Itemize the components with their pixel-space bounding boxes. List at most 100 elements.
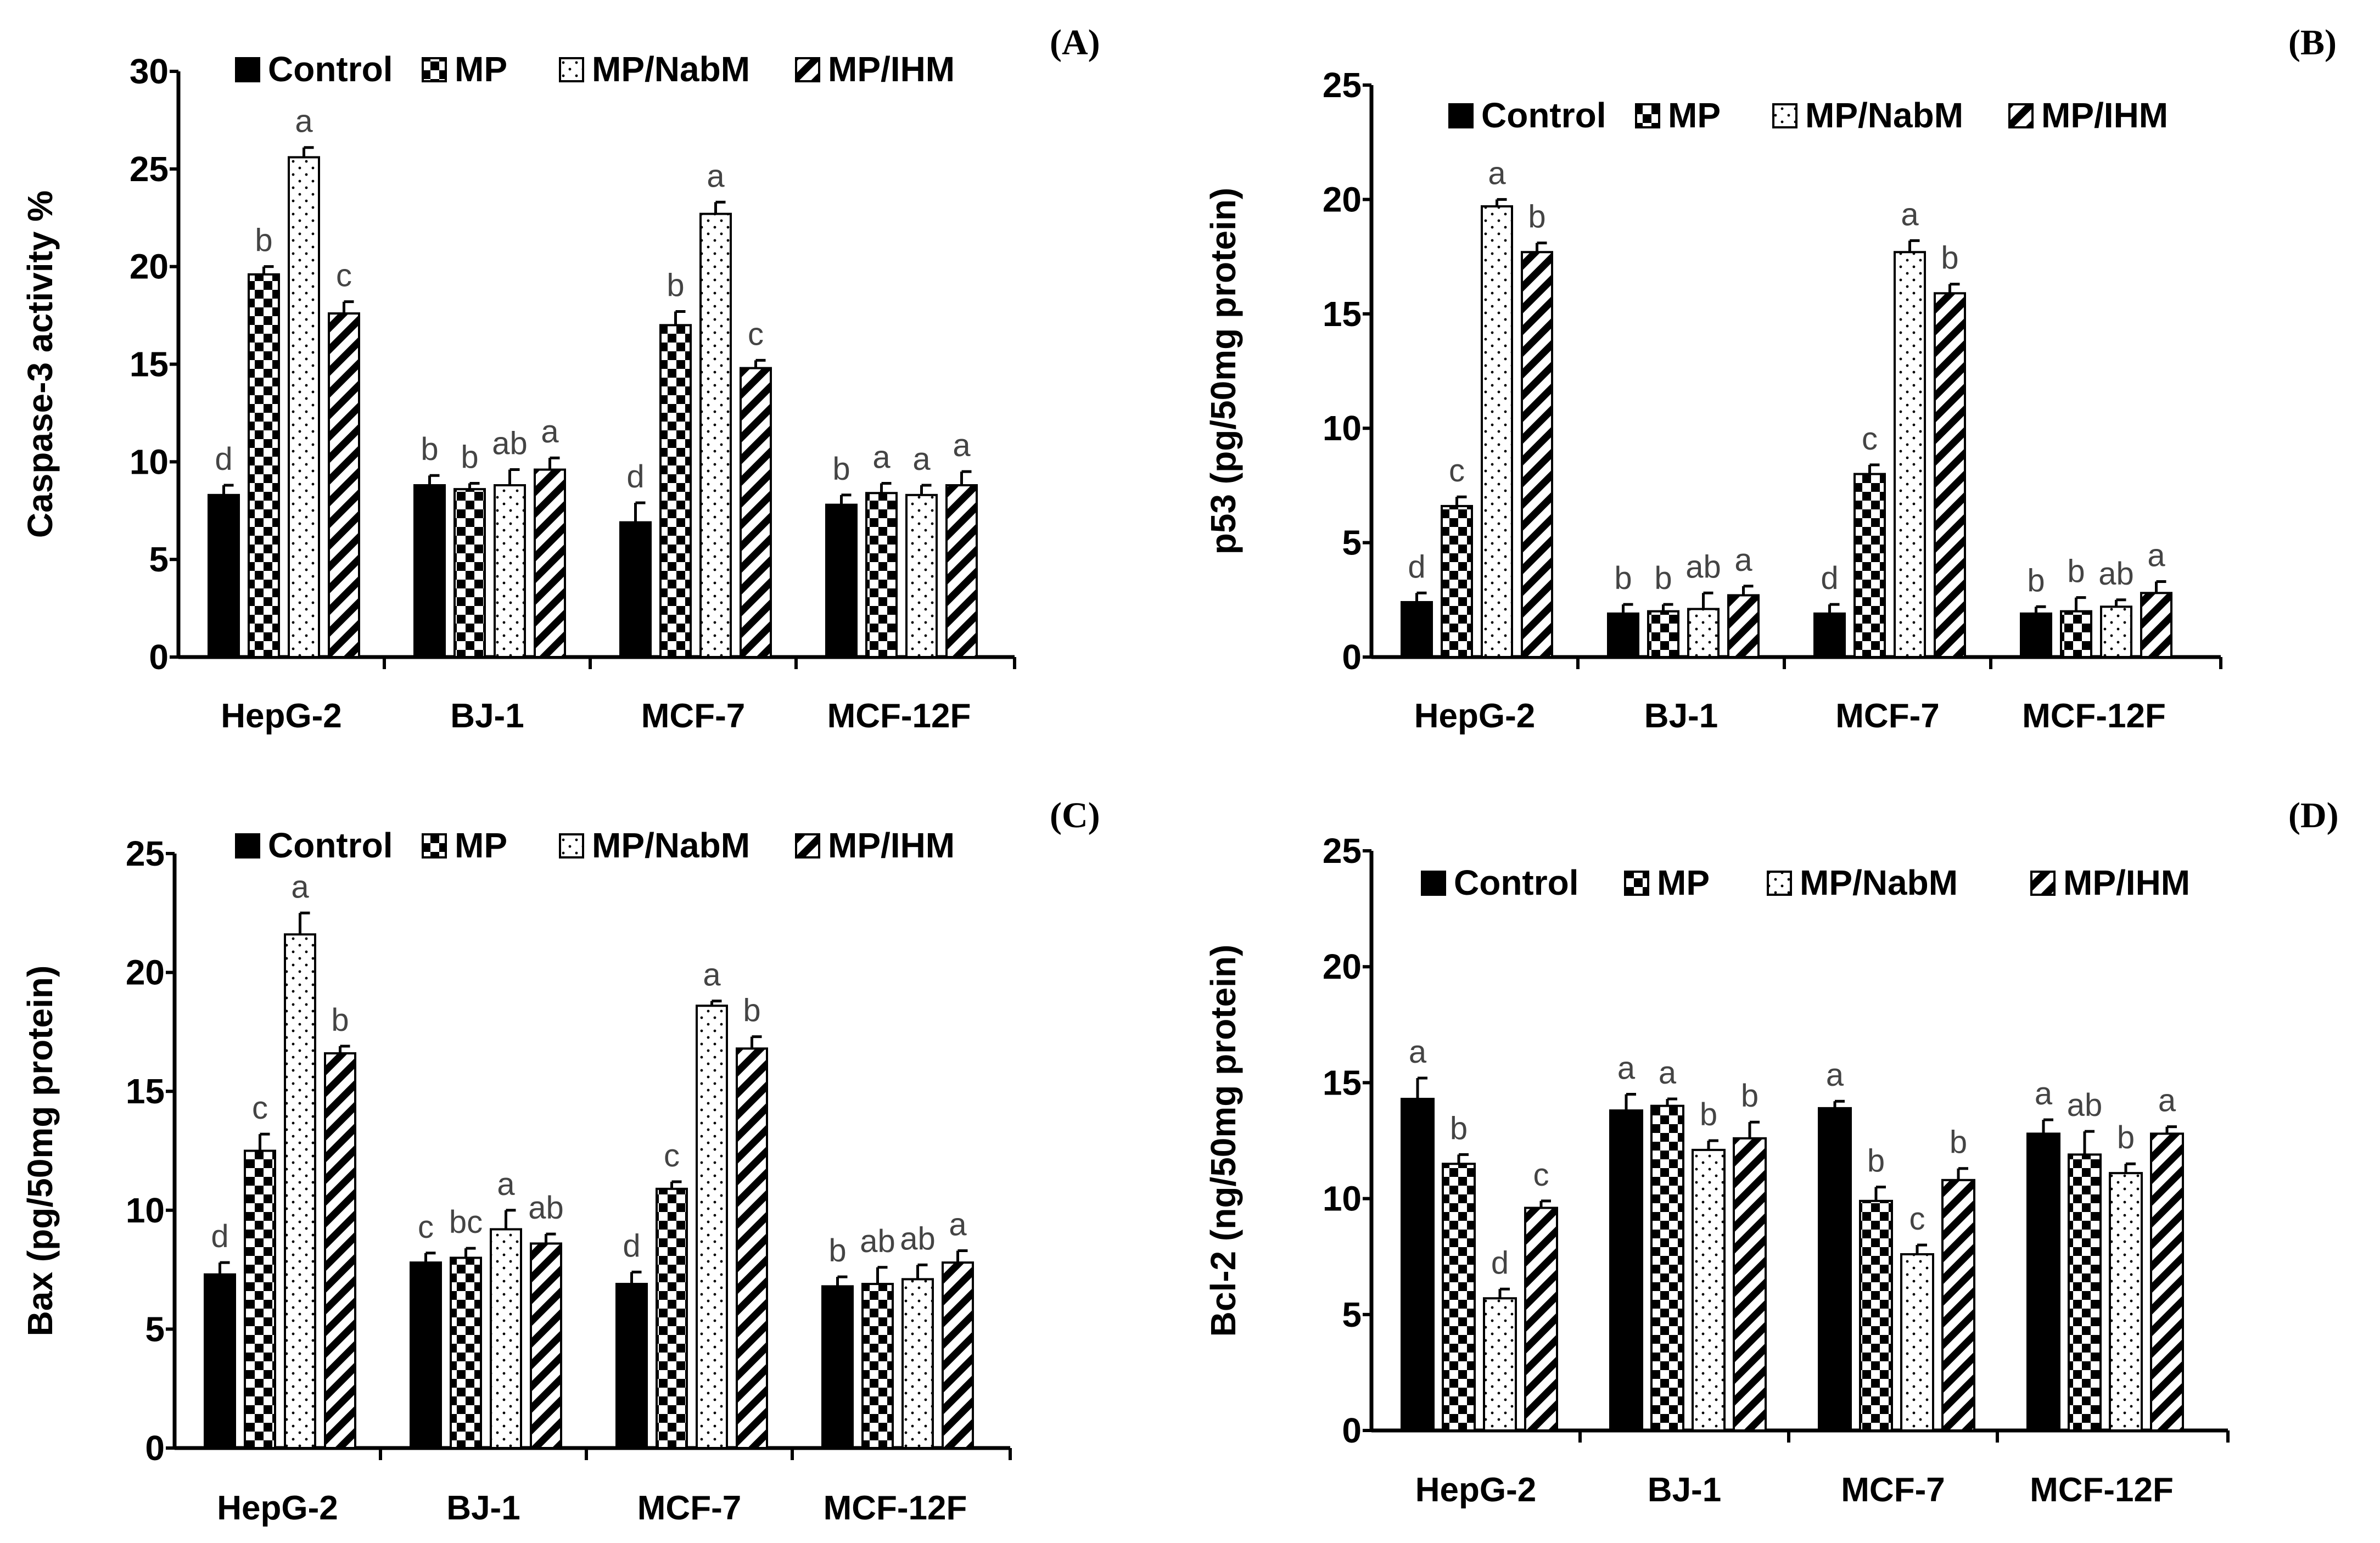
bar-control: [1813, 612, 1846, 658]
bar-mp: [1650, 1104, 1684, 1432]
bar-mp-nabm: [288, 156, 320, 658]
y-tick-label: 5: [1342, 523, 1362, 563]
bar-mp-nabm: [1483, 1297, 1517, 1432]
significance-letter: a: [872, 439, 891, 475]
legend-label: MP: [1657, 863, 1710, 902]
y-tick-label: 25: [1323, 65, 1362, 105]
bar-mp-nabm: [2109, 1172, 2143, 1432]
y-tick-label: 30: [130, 52, 169, 91]
significance-letter: d: [1408, 549, 1425, 585]
x-tick-label: MCF-7: [1835, 697, 1939, 735]
significance-letter: a: [703, 957, 721, 993]
significance-letter: ab: [2098, 556, 2134, 592]
legend-label: MP: [455, 49, 507, 89]
legend-swatch: [559, 57, 584, 82]
y-tick-label: 25: [126, 834, 165, 873]
significance-letter: c: [1909, 1201, 1925, 1237]
legend-label: Control: [1481, 96, 1606, 135]
y-axis-title: p53 (pg/50mg protein): [1203, 188, 1243, 555]
y-tick-label: 10: [1323, 1179, 1362, 1219]
bar-mp-nabm: [1687, 608, 1720, 659]
y-tick-label: 20: [126, 953, 165, 992]
y-tick-label: 15: [1323, 294, 1362, 334]
x-tick-label: MCF-7: [641, 697, 745, 735]
y-tick-label: 5: [1342, 1295, 1362, 1334]
legend-label: MP/NabM: [592, 49, 750, 89]
y-tick-label: 10: [130, 442, 169, 481]
bar-mp: [450, 1256, 482, 1449]
significance-letter: d: [1821, 560, 1838, 596]
bar-mp: [453, 488, 486, 658]
bar-control: [1401, 601, 1433, 659]
bar-mp-ihm: [530, 1242, 562, 1449]
x-tick-label: BJ-1: [1644, 697, 1718, 735]
y-tick-label: 0: [1342, 637, 1362, 677]
y-tick-label: 15: [130, 345, 169, 384]
significance-letter: b: [1941, 240, 1958, 276]
legend-swatch: [2008, 103, 2034, 128]
significance-letter: c: [1533, 1157, 1549, 1193]
significance-letter: a: [2147, 537, 2165, 573]
bar-mp-ihm: [736, 1047, 768, 1449]
bar-control: [2020, 612, 2052, 658]
chart-caspase3: 0 5 10 15 20 25 30 HepG-2 BJ-1 MCF-7 MCF-12F Caspas…: [20, 49, 1016, 735]
legend-label: MP/IHM: [828, 826, 955, 865]
significance-letter: b: [1950, 1125, 1967, 1160]
bar-mp-ihm: [328, 312, 360, 658]
significance-letter: b: [2027, 563, 2045, 598]
panel-label-c: (C): [1050, 795, 1100, 835]
bar-mp-ihm: [1524, 1207, 1558, 1432]
bar-mp-ihm: [1934, 292, 1966, 658]
bar-mp-ihm: [1941, 1179, 1975, 1432]
bar-mp-nabm: [1900, 1253, 1934, 1432]
legend-swatch: [2030, 871, 2056, 896]
significance-letter: b: [421, 431, 438, 467]
significance-letter: a: [291, 869, 309, 905]
significance-letter: b: [828, 1233, 846, 1269]
significance-letter: a: [1617, 1051, 1636, 1086]
x-tick-label: MCF-7: [637, 1489, 741, 1527]
legend-swatch: [1448, 103, 1474, 128]
y-tick-label: 20: [130, 247, 169, 287]
bar-mp: [248, 273, 280, 659]
bar-control: [1607, 612, 1639, 658]
significance-letter: b: [1700, 1097, 1717, 1132]
bar-mp-nabm: [494, 484, 526, 658]
significance-letter: b: [667, 267, 684, 303]
bar-mp-nabm: [905, 493, 938, 659]
x-tick-label: MCF-12F: [824, 1489, 967, 1527]
significance-letter: c: [1862, 421, 1878, 457]
x-tick-label: MCF-7: [1841, 1471, 1945, 1509]
significance-letter: a: [2158, 1083, 2176, 1119]
significance-letter: d: [626, 459, 644, 495]
y-tick-label: 15: [126, 1071, 165, 1111]
significance-letter: ab: [1685, 549, 1721, 585]
legend-swatch: [795, 57, 820, 82]
significance-letter: ab: [2067, 1087, 2103, 1123]
y-axis-title: Bcl-2 (ng/50mg protein): [1203, 945, 1243, 1337]
legend-swatch: [235, 833, 260, 859]
legend-label: Control: [268, 826, 393, 865]
significance-letter: d: [215, 441, 232, 477]
y-tick-label: 5: [145, 1309, 165, 1349]
significance-letter: a: [2035, 1076, 2053, 1112]
significance-letter: d: [211, 1219, 228, 1254]
significance-letter: b: [1741, 1078, 1759, 1114]
significance-letter: d: [623, 1228, 640, 1264]
x-tick-label: BJ-1: [450, 697, 524, 735]
legend-swatch: [1635, 103, 1660, 128]
chart-bcl2: 0 5 10 15 20 25 HepG-2 BJ-1 MCF-7 MCF-12F Bcl-2 (n…: [1203, 831, 2230, 1509]
bar-mp-ihm: [740, 367, 772, 658]
y-tick-label: 10: [126, 1191, 165, 1230]
significance-letter: a: [912, 441, 931, 477]
bar-mp: [2068, 1153, 2102, 1432]
bar-mp-ihm: [2150, 1132, 2184, 1432]
y-tick-label: 10: [1323, 408, 1362, 448]
significance-letter: a: [949, 1207, 967, 1242]
x-tick-label: MCF-12F: [2030, 1471, 2174, 1509]
significance-letter: c: [336, 258, 352, 294]
legend-label: Control: [268, 49, 393, 89]
legend-label: Control: [1454, 863, 1579, 902]
bar-control: [410, 1261, 442, 1449]
bar-control: [204, 1273, 236, 1449]
